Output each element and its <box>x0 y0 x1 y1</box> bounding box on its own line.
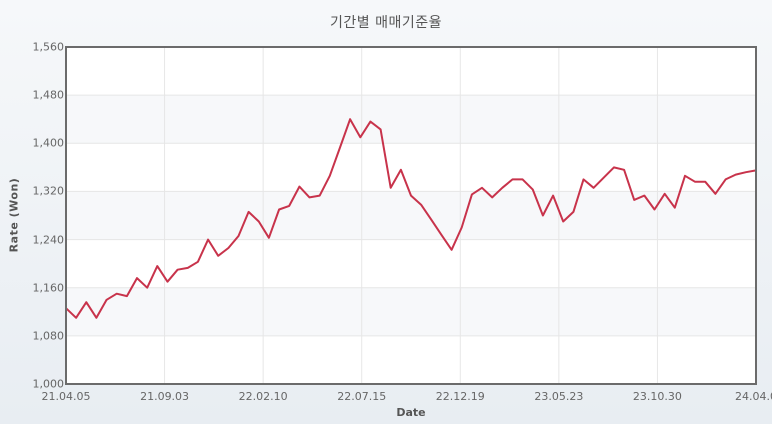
x-tick-label: 22.12.19 <box>435 390 485 403</box>
y-tick-label: 1,080 <box>32 329 65 343</box>
y-tick-label: 1,000 <box>32 377 65 391</box>
x-tick-label: 21.04.05 <box>41 390 91 403</box>
x-tick-label: 24.04.0 <box>735 390 772 403</box>
y-tick-label: 1,160 <box>32 281 65 295</box>
x-tick-label: 23.05.23 <box>534 390 584 403</box>
y-tick-label: 1,560 <box>32 40 65 54</box>
y-tick-label: 1,480 <box>32 88 65 102</box>
x-tick-label: 22.02.10 <box>238 390 288 403</box>
x-axis-label: Date <box>396 406 426 419</box>
y-tick-label: 1,400 <box>32 136 65 150</box>
x-tick-label: 21.09.03 <box>140 390 190 403</box>
y-tick-label: 1,240 <box>32 233 65 247</box>
x-tick-label: 23.10.30 <box>632 390 682 403</box>
rate-line <box>65 118 757 319</box>
y-tick-label: 1,320 <box>32 184 65 198</box>
x-tick-label: 22.07.15 <box>337 390 387 403</box>
chart-title: 기간별 매매기준율 <box>330 15 442 31</box>
plot-frame <box>65 46 757 385</box>
